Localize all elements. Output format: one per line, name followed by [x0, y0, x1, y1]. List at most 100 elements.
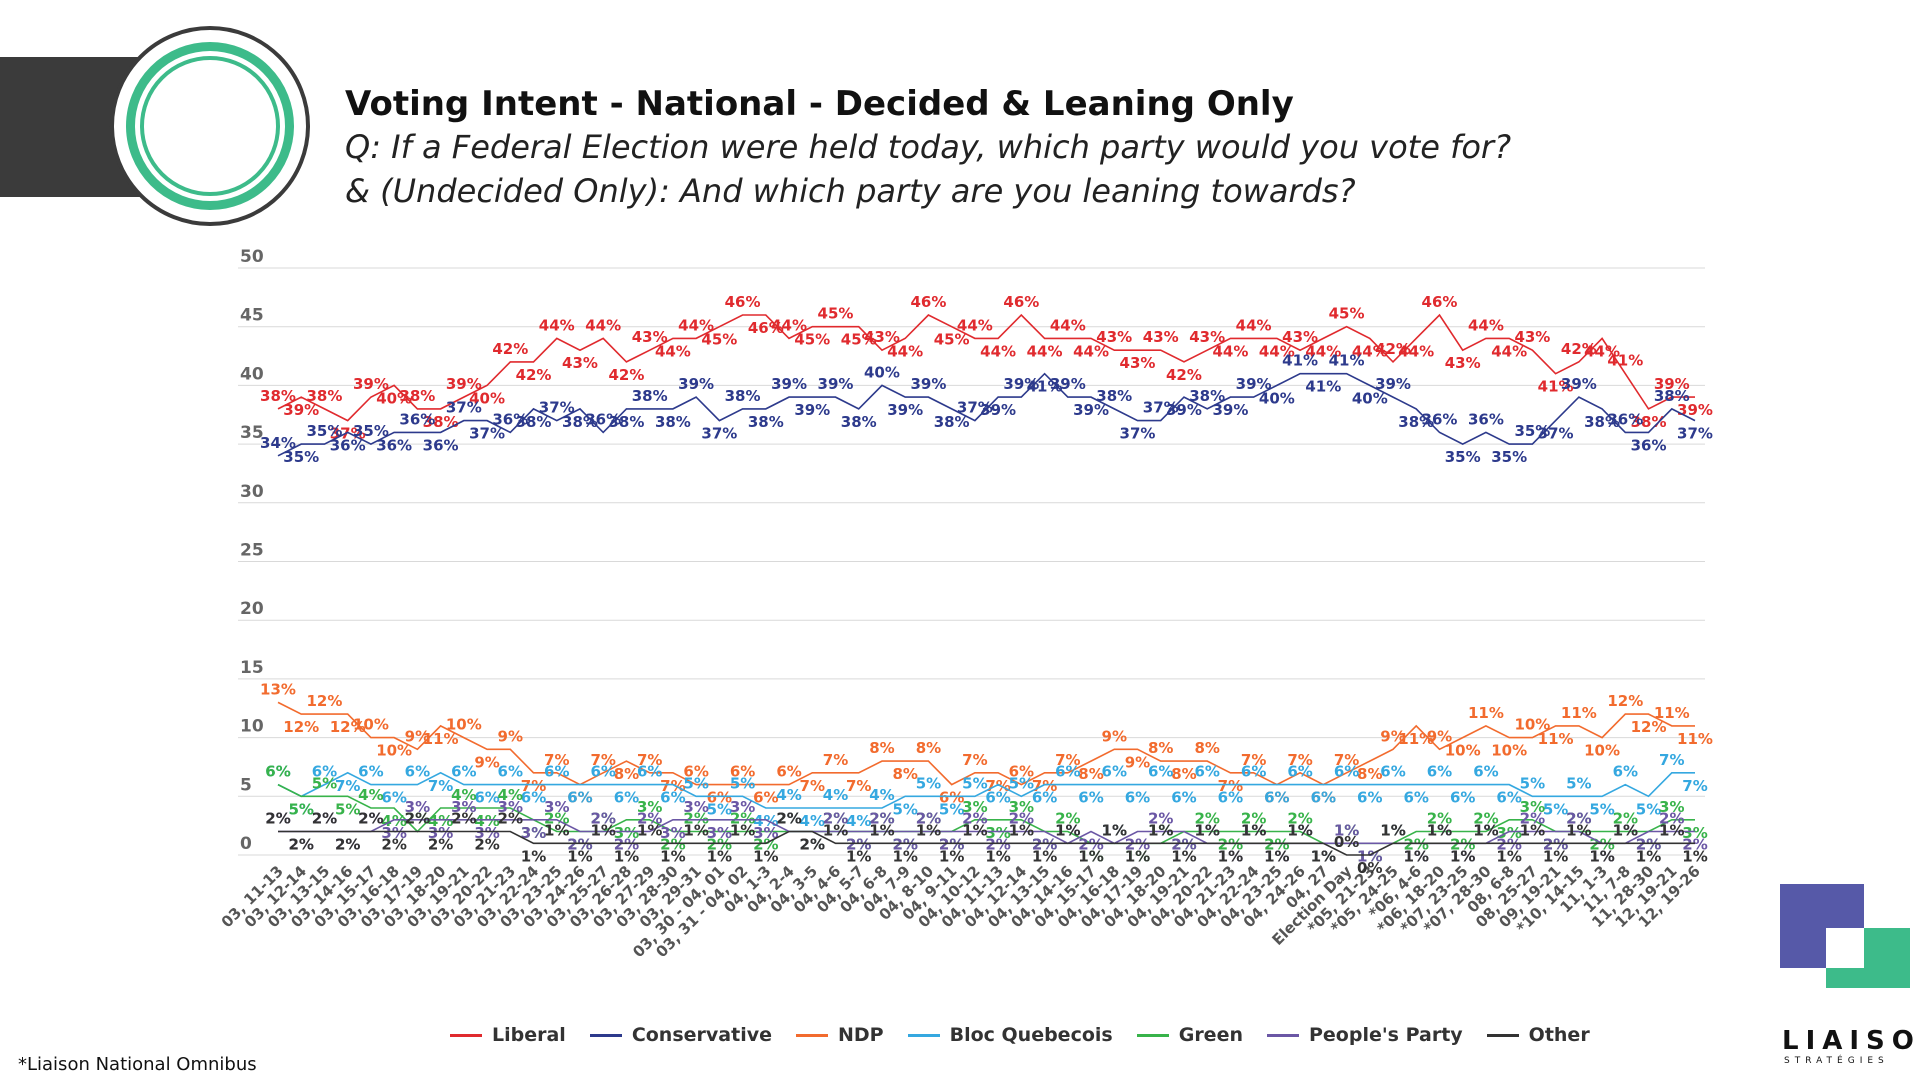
data-label: 38%: [1096, 387, 1132, 405]
data-label: 6%: [1287, 763, 1312, 781]
data-label: 7%: [1334, 751, 1359, 769]
data-label: 3%: [1682, 824, 1707, 842]
data-label: 7%: [1241, 751, 1266, 769]
data-label: 2%: [567, 836, 592, 854]
data-label: 44%: [1073, 342, 1109, 360]
data-label: 5%: [683, 774, 708, 792]
data-label: 1%: [707, 847, 732, 865]
data-label: 1%: [1148, 821, 1173, 839]
data-label: 2%: [312, 810, 337, 828]
data-label: 1%: [1171, 847, 1196, 865]
logo-square-white: [1826, 928, 1864, 968]
data-label: 35%: [1514, 422, 1550, 440]
data-label: 3%: [405, 798, 430, 816]
data-label: 41%: [1538, 378, 1574, 396]
series-line-liberal: [277, 313, 1695, 422]
data-label: 41%: [1607, 352, 1643, 370]
data-label: 1%: [1682, 847, 1707, 865]
data-label: 8%: [1171, 765, 1196, 783]
data-label: 6%: [1264, 789, 1289, 807]
y-tick-label: 45: [240, 306, 264, 326]
data-label: 1%: [962, 821, 987, 839]
data-label: 38%: [1654, 387, 1690, 405]
data-label: 39%: [1677, 401, 1713, 419]
y-tick-label: 50: [240, 247, 264, 267]
legend-label: Conservative: [631, 1024, 772, 1046]
data-label: 4%: [800, 812, 825, 830]
data-label: 1%: [1078, 847, 1103, 865]
data-label: 1%: [660, 847, 685, 865]
data-label: 36%: [1468, 410, 1504, 428]
data-label: 45%: [701, 331, 737, 349]
data-label: 10%: [376, 742, 412, 760]
data-label: 40%: [864, 363, 900, 381]
data-label: 36%: [1607, 410, 1643, 428]
data-label: 43%: [1189, 328, 1225, 346]
data-label: 2%: [312, 810, 337, 828]
legend-label: Other: [1528, 1024, 1590, 1046]
series-line-green: [277, 783, 1695, 845]
data-label: 38%: [516, 413, 552, 431]
data-label: 8%: [1194, 739, 1219, 757]
legend-item: NDP: [795, 1024, 884, 1046]
data-label: 1%: [1566, 821, 1591, 839]
data-label: 6%: [1450, 789, 1475, 807]
data-label: 39%: [1073, 401, 1109, 419]
data-label: 37%: [1677, 425, 1713, 443]
legend-item: Green: [1136, 1024, 1243, 1046]
data-label: 39%: [678, 375, 714, 393]
data-label: 2%: [1496, 836, 1521, 854]
data-label: 1%: [823, 821, 848, 839]
data-label: 2%: [1194, 810, 1219, 828]
data-label: 8%: [869, 739, 894, 757]
brand-tagline: STRATÉGIES: [1784, 1056, 1889, 1066]
data-label: 34%: [260, 434, 296, 452]
data-label: 3%: [451, 798, 476, 816]
data-label: 46%: [1003, 293, 1039, 311]
data-label: 2%: [1427, 810, 1452, 828]
data-label: 43%: [1096, 328, 1132, 346]
data-label: 6%: [660, 789, 685, 807]
data-label: 1%: [1218, 847, 1243, 865]
data-label: 46%: [748, 319, 784, 337]
legend-swatch: [450, 1033, 482, 1037]
data-label: 1%: [614, 847, 639, 865]
data-label: 6%: [1125, 789, 1150, 807]
data-label: 6%: [1357, 789, 1382, 807]
data-label: 36%: [1422, 410, 1458, 428]
legend-label: People's Party: [1308, 1024, 1463, 1046]
data-label: 7%: [1032, 777, 1057, 795]
data-label: 39%: [446, 375, 482, 393]
data-label: 3%: [707, 824, 732, 842]
data-label: 3%: [1659, 798, 1684, 816]
data-label: 1%: [1404, 847, 1429, 865]
data-label: 1%: [1450, 847, 1475, 865]
data-label: 2%: [1473, 810, 1498, 828]
data-label: 39%: [1003, 375, 1039, 393]
data-label: 2%: [1287, 810, 1312, 828]
data-label: 11%: [1654, 704, 1690, 722]
data-label: 2%: [730, 810, 755, 828]
data-label: 5%: [1009, 774, 1034, 792]
legend-swatch: [1136, 1033, 1169, 1037]
data-label: 39%: [771, 375, 807, 393]
data-label: 2%: [776, 810, 801, 828]
data-label: 12%: [1607, 692, 1643, 710]
data-label: 4%: [753, 812, 778, 830]
data-label: 6%: [1078, 789, 1103, 807]
y-tick-label: 5: [240, 775, 252, 795]
legend-swatch: [1486, 1033, 1519, 1037]
data-label: 1%: [1287, 821, 1312, 839]
data-label: 6%: [1427, 763, 1452, 781]
data-label: 39%: [1375, 375, 1411, 393]
legend-item: Other: [1486, 1024, 1590, 1046]
data-label: 7%: [800, 777, 825, 795]
data-label: 0%: [1334, 833, 1359, 851]
data-label: 2%: [1148, 810, 1173, 828]
data-label: 5%: [962, 774, 987, 792]
data-label: 44%: [1468, 316, 1504, 334]
data-label: 1%: [1380, 821, 1405, 839]
data-label: 3%: [753, 824, 778, 842]
data-label: 2%: [1404, 836, 1429, 854]
data-label: 7%: [846, 777, 871, 795]
